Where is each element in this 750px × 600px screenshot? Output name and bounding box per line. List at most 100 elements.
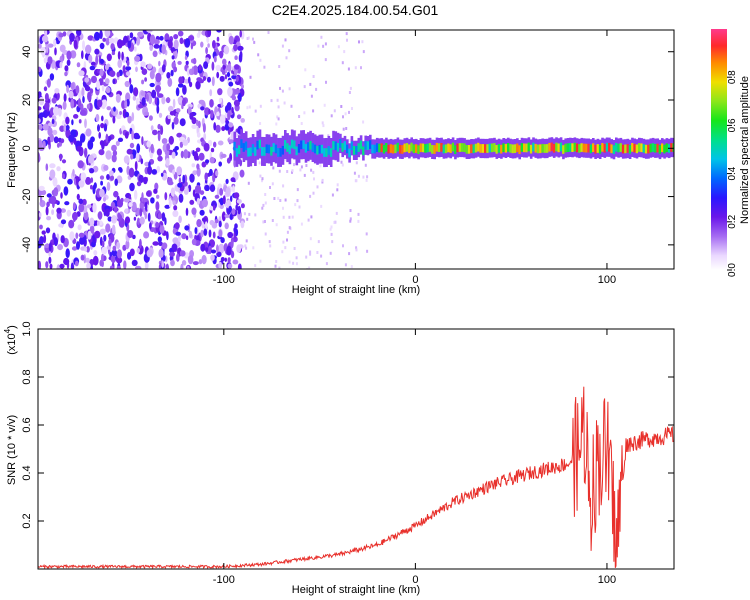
heatmap-cell	[341, 163, 344, 167]
heatmap-cell	[261, 206, 264, 210]
heatmap-cell	[161, 242, 168, 250]
heatmap-cell	[649, 143, 653, 153]
heatmap-cell	[362, 175, 365, 179]
heatmap-cell	[123, 260, 127, 269]
heatmap-cell	[224, 257, 227, 262]
y-tick-label: 0	[21, 145, 33, 151]
heatmap-cell	[184, 38, 191, 48]
heatmap-cell	[344, 112, 347, 116]
heatmap-cell	[92, 202, 97, 213]
heatmap-cell	[90, 136, 95, 143]
heatmap-cell	[569, 143, 572, 152]
heatmap-cell	[140, 158, 144, 165]
heatmap-cell	[161, 64, 166, 73]
heatmap-cell	[557, 143, 561, 153]
heatmap-cell	[61, 159, 67, 164]
y-multiplier-exp: 4	[3, 328, 12, 333]
heatmap-cell	[112, 115, 116, 124]
heatmap-cell	[210, 147, 215, 153]
heatmap-cell	[76, 193, 80, 200]
heatmap-cell	[80, 254, 85, 261]
heatmap-cell	[77, 224, 82, 231]
heatmap-cell	[253, 40, 256, 44]
heatmap-cell	[454, 145, 457, 154]
heatmap-cell	[296, 199, 299, 203]
heatmap-cell	[38, 260, 42, 269]
heatmap-cell	[116, 249, 122, 259]
heatmap-cell	[309, 250, 312, 254]
heatmap-cell	[331, 193, 334, 197]
heatmap-cell	[123, 155, 130, 164]
heatmap-cell	[332, 141, 335, 150]
heatmap-cell	[95, 55, 99, 66]
heatmap-cell	[87, 140, 94, 150]
heatmap-cell	[126, 60, 130, 67]
heatmap-cell	[339, 139, 342, 148]
top-axes: -100 0 100 -40 -20 0 20 40	[21, 30, 674, 286]
colorbar-tick-label: 0.0	[727, 263, 738, 277]
heatmap-cell	[310, 215, 313, 219]
heatmap-cell	[101, 84, 105, 92]
heatmap-cell	[159, 225, 165, 234]
heatmap-cell	[41, 35, 49, 43]
heatmap-cell	[302, 140, 305, 149]
heatmap-cell	[349, 217, 352, 221]
heatmap-cell	[247, 181, 250, 185]
heatmap-cell	[286, 143, 289, 152]
heatmap-cell	[585, 143, 588, 153]
heatmap-cell	[63, 124, 67, 133]
heatmap-cell	[350, 141, 354, 151]
heatmap-cell	[210, 249, 217, 254]
heatmap-cell	[98, 149, 105, 156]
heatmap-cell	[106, 174, 110, 180]
heatmap-cell	[263, 65, 266, 69]
heatmap-cell	[272, 166, 275, 170]
heatmap-cell	[161, 138, 168, 145]
heatmap-cell	[125, 92, 131, 102]
heatmap-cell	[196, 132, 201, 138]
heatmap-cell	[199, 79, 204, 84]
heatmap-cell	[336, 143, 340, 152]
heatmap-cell	[438, 143, 441, 152]
heatmap-cell	[364, 140, 367, 150]
heatmap-cell	[116, 256, 123, 264]
heatmap-cell	[60, 192, 63, 199]
heatmap-cell	[331, 240, 334, 244]
heatmap-cell	[638, 143, 641, 152]
heatmap-cell	[290, 139, 294, 149]
heatmap-cell	[264, 232, 267, 236]
heatmap-cell	[123, 197, 130, 203]
heatmap-cell	[134, 161, 138, 171]
heatmap-cell	[140, 91, 146, 96]
heatmap-cell	[155, 221, 160, 228]
heatmap-cell	[227, 263, 233, 269]
heatmap-cell	[134, 55, 141, 62]
heatmap-cell	[227, 86, 233, 97]
heatmap-cell	[135, 97, 139, 106]
heatmap-cell	[315, 87, 318, 91]
heatmap-cell	[112, 245, 117, 252]
heatmap-cell	[90, 177, 94, 183]
heatmap-cell	[131, 112, 135, 122]
heatmap-cell	[288, 87, 291, 91]
heatmap-cell	[495, 145, 499, 154]
heatmap-cell	[239, 30, 242, 38]
heatmap-cell	[192, 261, 199, 266]
heatmap-cell	[70, 262, 74, 269]
heatmap-cell	[124, 216, 131, 224]
heatmap-cell	[84, 118, 87, 129]
heatmap-cell	[456, 143, 459, 153]
heatmap-cell	[73, 39, 78, 49]
heatmap-cell	[303, 111, 306, 115]
heatmap-cell	[85, 176, 92, 185]
heatmap-cell	[264, 220, 266, 223]
heatmap-cell	[147, 212, 151, 222]
heatmap-cell	[108, 37, 115, 44]
heatmap-cell	[296, 188, 299, 192]
heatmap-cell	[40, 46, 46, 56]
heatmap-cell	[385, 143, 388, 152]
heatmap-cell	[211, 76, 215, 87]
heatmap-cell	[87, 91, 92, 102]
colorbar-tick-label: 0.8	[727, 70, 738, 84]
heatmap-cell	[205, 47, 209, 55]
